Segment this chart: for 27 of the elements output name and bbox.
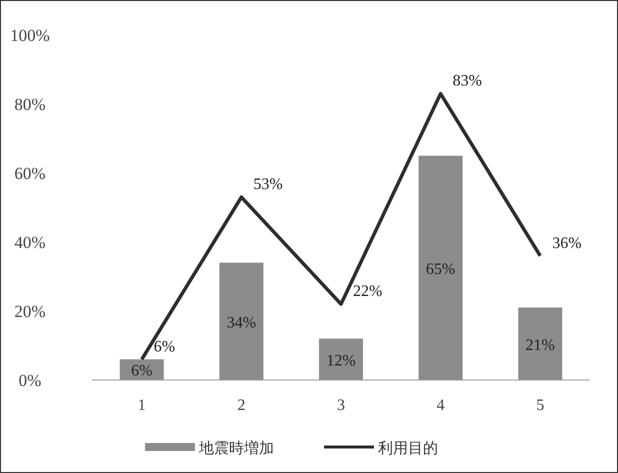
x-tick-label: 2	[237, 397, 246, 414]
legend-label: 利用目的	[378, 439, 438, 457]
data-label: 22%	[353, 283, 382, 300]
y-tick-label: 0%	[18, 371, 42, 390]
bar	[219, 262, 264, 380]
data-label: 6%	[154, 338, 176, 356]
data-label: 53%	[253, 176, 283, 194]
bar	[418, 156, 463, 380]
y-tick-label: 40%	[14, 233, 46, 252]
y-tick-label: 100%	[10, 26, 50, 45]
x-tick-label: 1	[138, 397, 146, 414]
data-label: 36%	[552, 234, 582, 252]
x-tick-label: 5	[536, 397, 544, 414]
data-label: 65%	[426, 260, 456, 278]
data-label: 12%	[326, 352, 356, 370]
y-tick-label: 60%	[14, 164, 46, 183]
x-tick-label: 4	[436, 397, 445, 414]
legend-label: 地震時増加	[198, 439, 274, 457]
y-tick-label: 80%	[14, 95, 46, 114]
bar	[518, 308, 562, 380]
data-label: 21%	[526, 336, 555, 354]
data-label: 34%	[226, 314, 256, 332]
data-label: 83%	[452, 72, 482, 90]
bar	[319, 338, 363, 380]
data-label: 6%	[131, 362, 152, 380]
x-tick-label: 3	[337, 397, 345, 414]
y-tick-label: 20%	[14, 302, 46, 321]
